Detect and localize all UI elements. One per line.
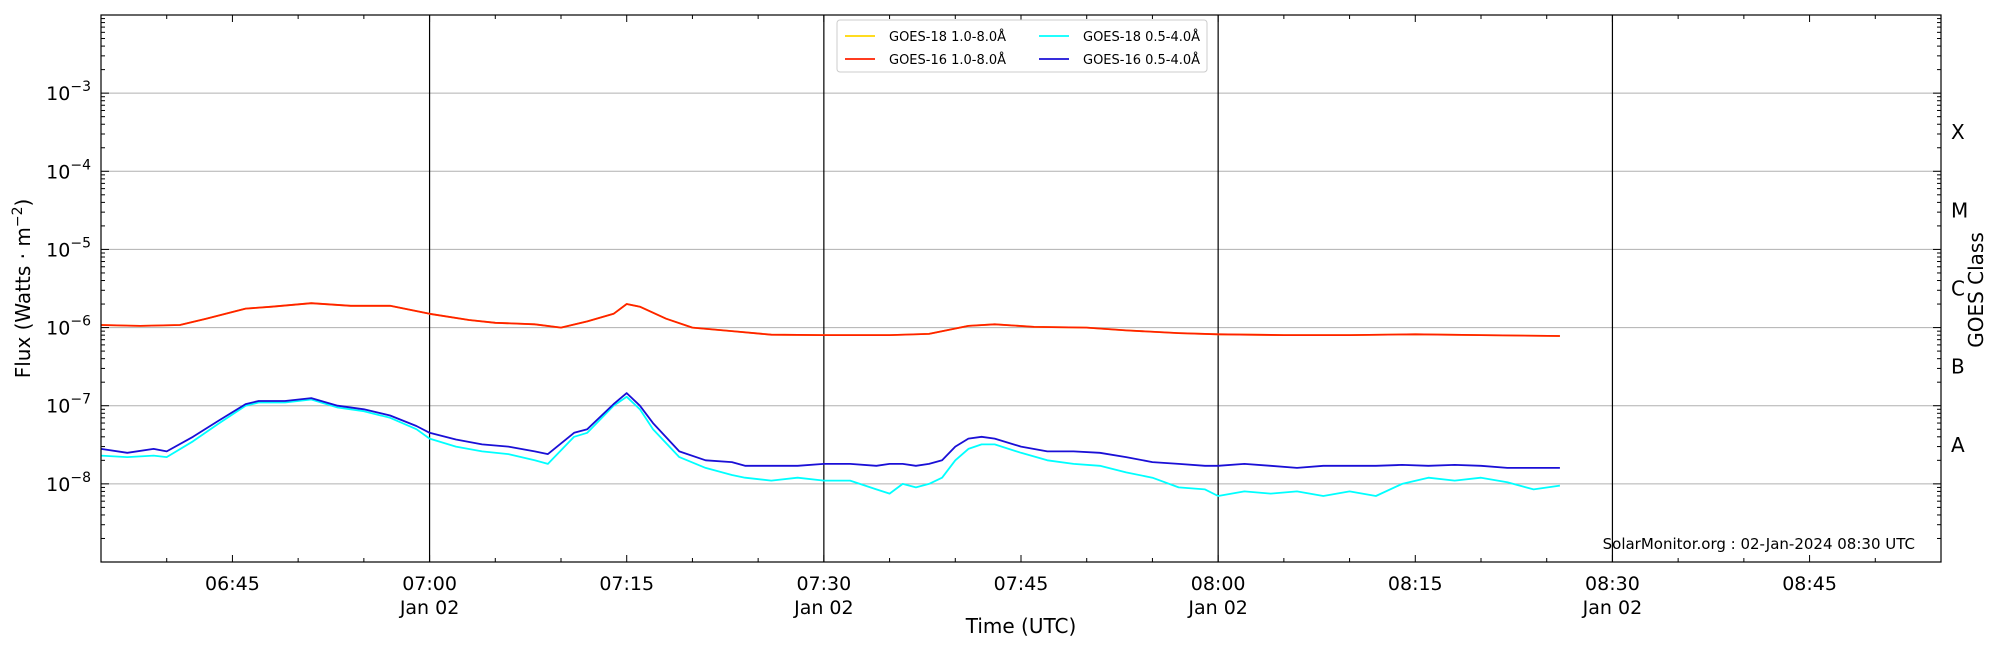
horizontal-gridlines [101, 92, 1941, 485]
y-tick-label: 10−6 [46, 314, 91, 340]
y-tick-label: 10−3 [46, 79, 91, 105]
series-line-goes-16-1-0-8-0- [100, 302, 1560, 337]
x-tick-label: 08:30 [1585, 573, 1640, 595]
x-tick-label: 06:45 [205, 573, 260, 595]
x-tick-label: 08:15 [1388, 573, 1443, 595]
x-tick-label: 08:00 [1191, 573, 1246, 595]
y-axis-title: Flux (Watts · m−2) [10, 199, 35, 379]
x-tick-date-label: Jan 02 [1187, 597, 1248, 619]
legend-label: GOES-16 1.0-8.0Å [889, 52, 1006, 68]
series-line-goes-18-0-5-4-0- [100, 395, 1561, 497]
y-tick-label: 10−4 [46, 157, 91, 183]
series-line-goes-16-0-5-4-0- [100, 392, 1560, 469]
y-tick-label: 10−5 [46, 235, 91, 261]
y-tick-labels: 10−8 10−7 10−6 10−5 10−4 10−3 [46, 79, 91, 496]
y-tick-label: 10−7 [46, 392, 91, 418]
legend: GOES-18 1.0-8.0Å GOES-18 0.5-4.0Å GOES-16 … [836, 19, 1208, 73]
goes-class-label: X [1951, 120, 1965, 144]
x-axis-title: Time (UTC) [965, 614, 1077, 638]
x-tick-date-label: Jan 02 [399, 597, 460, 619]
y-tick-label: 10−8 [46, 470, 91, 496]
legend-label: GOES-18 0.5-4.0Å [1083, 29, 1200, 45]
right-axis-title: GOES Class [1964, 232, 1988, 348]
series-line-goes-18-1-0-8-0- [100, 302, 1560, 337]
footer-credit: SolarMonitor.org : 02-Jan-2024 08:30 UTC [1603, 535, 1915, 553]
axis-ticks [101, 15, 1942, 563]
series-lines [100, 302, 1561, 497]
x-tick-label: 08:45 [1782, 573, 1837, 595]
legend-box [836, 19, 1208, 73]
x-tick-label: 07:30 [796, 573, 851, 595]
goes-class-label: A [1951, 433, 1965, 457]
x-tick-label: 07:15 [599, 573, 654, 595]
x-tick-label: 07:45 [994, 573, 1049, 595]
x-tick-date-label: Jan 02 [793, 597, 854, 619]
legend-label: GOES-16 0.5-4.0Å [1083, 52, 1200, 68]
plot-frame [100, 14, 1942, 563]
goes-class-label: B [1951, 355, 1965, 379]
x-tick-label: 07:00 [402, 573, 457, 595]
legend-label: GOES-18 1.0-8.0Å [889, 29, 1006, 45]
vertical-time-markers [428, 15, 1614, 562]
goes-class-labels: A B C M X [1951, 120, 1968, 457]
goes-class-label: M [1951, 198, 1968, 222]
x-tick-date-label: Jan 02 [1582, 597, 1643, 619]
goes-class-label: C [1951, 277, 1965, 301]
